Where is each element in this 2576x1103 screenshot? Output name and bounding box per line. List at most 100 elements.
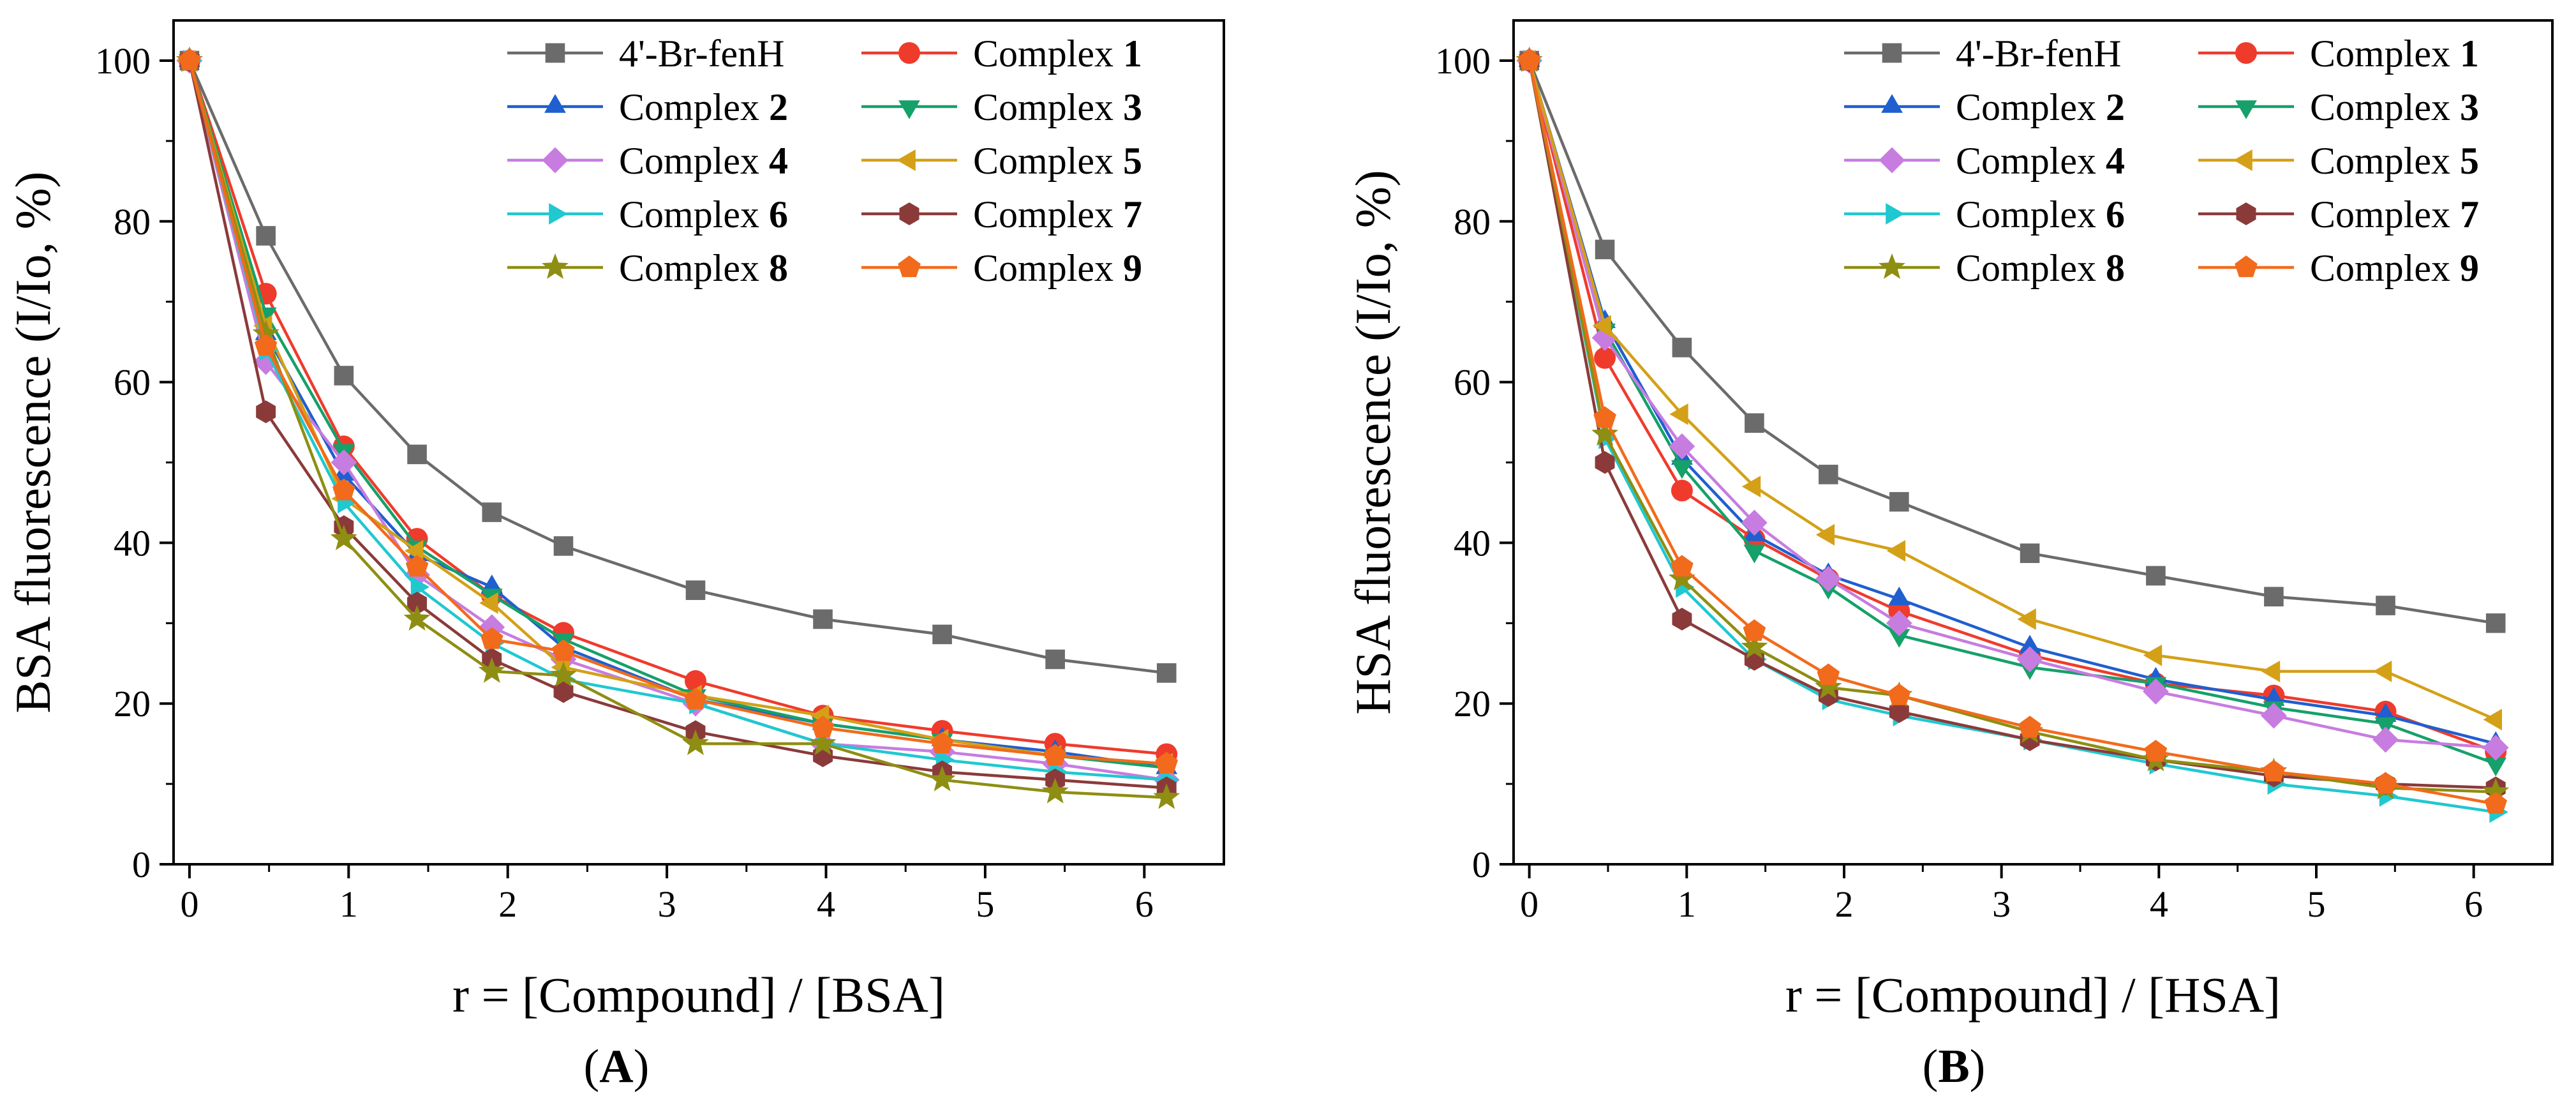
data-point <box>1595 239 1615 260</box>
data-point <box>811 716 835 738</box>
legend-label: Complex 1 <box>973 33 1142 75</box>
data-point <box>2262 760 2286 782</box>
data-point <box>1591 420 1619 446</box>
series-complex-9 <box>178 49 1178 774</box>
data-point <box>932 624 952 645</box>
legend: 4'-Br-fenH Complex 1 Complex 2 Complex 3 Com… <box>507 33 1142 289</box>
data-point <box>1671 555 1694 577</box>
x-tick-label: 5 <box>976 883 994 925</box>
data-point <box>2485 613 2506 633</box>
legend-label: Complex 3 <box>2310 86 2479 128</box>
data-point <box>1671 460 1693 479</box>
data-point <box>2263 687 2285 706</box>
data-point <box>685 580 706 600</box>
data-point <box>1041 777 1069 804</box>
data-point <box>1043 744 1067 766</box>
data-point <box>2485 757 2507 777</box>
data-point <box>1817 663 1840 686</box>
data-point <box>2017 608 2036 630</box>
data-point <box>553 536 574 556</box>
legend-item: Complex 3 <box>2198 86 2479 128</box>
legend-item: 4'-Br-fenH <box>507 33 785 75</box>
data-point <box>1888 629 1910 648</box>
legend-marker <box>898 42 920 64</box>
legend-item: Complex 1 <box>861 33 1142 75</box>
legend-marker <box>1879 253 1905 279</box>
data-point <box>1156 663 1177 683</box>
x-tick-label: 3 <box>1992 883 2011 925</box>
plot-frame <box>1512 19 2554 866</box>
data-point <box>2016 646 2043 673</box>
legend-label: 4'-Br-fenH <box>619 33 785 75</box>
data-point <box>1155 751 1178 774</box>
legend-item: Complex 8 <box>1844 247 2125 289</box>
data-point <box>478 657 505 683</box>
legend-marker <box>545 43 565 63</box>
x-tick-label: 5 <box>2307 883 2326 925</box>
data-point <box>480 574 503 594</box>
data-point <box>2374 772 2397 794</box>
legend-marker <box>2233 149 2252 171</box>
legend-marker <box>1882 43 1902 63</box>
legend-marker <box>898 100 920 119</box>
legend-label: Complex 9 <box>2310 247 2479 289</box>
data-point <box>1815 673 1842 699</box>
panel-label: (A) <box>584 1040 650 1093</box>
data-point <box>1743 619 1766 641</box>
legend-item: Complex 7 <box>2198 193 2479 236</box>
data-point <box>403 604 431 631</box>
legend-label: Complex 6 <box>619 193 788 236</box>
data-point <box>178 49 201 71</box>
legend-item: Complex 2 <box>507 86 788 128</box>
legend-marker <box>542 253 569 279</box>
data-point <box>256 226 276 246</box>
y-tick-label: 60 <box>114 362 151 403</box>
y-tick-label: 40 <box>1454 522 1491 564</box>
x-tick-label: 6 <box>2464 883 2483 925</box>
data-point <box>1671 479 1693 502</box>
plot-frame <box>172 19 1225 866</box>
y-tick-label: 60 <box>1454 362 1491 403</box>
data-point <box>1517 49 1541 71</box>
data-point <box>2144 740 2168 762</box>
data-point <box>1669 403 1688 425</box>
data-point <box>479 592 498 614</box>
data-point <box>410 576 430 598</box>
y-tick-label: 80 <box>1454 201 1491 243</box>
legend-label: Complex 7 <box>2310 193 2479 236</box>
legend-label: Complex 3 <box>973 86 1142 128</box>
legend-item: 4'-Br-fenH <box>1844 33 2122 75</box>
legend-label: Complex 2 <box>619 86 788 128</box>
data-point <box>2372 726 2399 753</box>
data-point <box>813 609 833 629</box>
legend-label: Complex 7 <box>973 193 1142 236</box>
legend-label: Complex 8 <box>1956 247 2125 289</box>
legend-marker <box>2235 255 2258 278</box>
data-point <box>1045 649 1065 670</box>
y-tick-label: 80 <box>114 201 151 243</box>
data-point <box>334 366 354 386</box>
legend-marker <box>542 147 569 174</box>
data-point <box>1593 406 1616 428</box>
x-tick-label: 1 <box>1678 883 1696 925</box>
legend-item: Complex 8 <box>507 247 788 289</box>
legend-label: Complex 5 <box>2310 140 2479 182</box>
data-point <box>2143 678 2169 705</box>
data-point <box>682 730 709 755</box>
data-point <box>331 449 357 476</box>
legend-label: Complex 4 <box>1956 140 2125 182</box>
legend-marker <box>2235 100 2257 119</box>
data-point <box>2484 792 2507 814</box>
data-point <box>809 730 837 755</box>
x-tick-label: 4 <box>817 883 835 925</box>
legend-item: Complex 9 <box>861 247 1142 289</box>
x-tick-label: 3 <box>658 883 676 925</box>
data-point <box>1741 476 1761 498</box>
legend-item: Complex 6 <box>1844 193 2125 236</box>
y-axis-title: HSA fluorescence (I/Io, %) <box>1345 170 1401 714</box>
legend-label: Complex 4 <box>619 140 788 182</box>
legend-item: Complex 5 <box>2198 140 2479 182</box>
legend-marker <box>899 202 919 225</box>
legend-item: Complex 1 <box>2198 33 2479 75</box>
series-ligand <box>1519 50 2506 633</box>
